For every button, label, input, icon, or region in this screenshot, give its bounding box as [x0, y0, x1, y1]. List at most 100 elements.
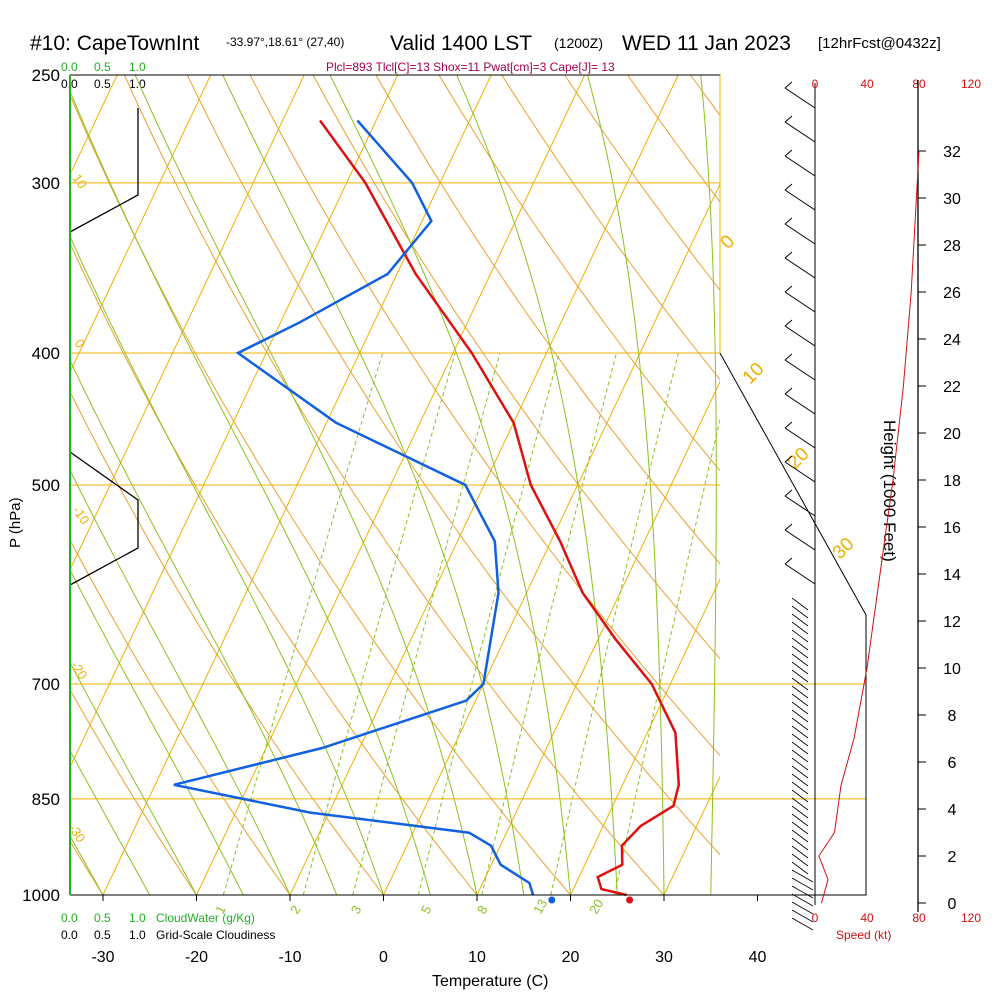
height-tick-label: 14 [943, 567, 961, 584]
cloudiness-tick: 0.5 [94, 77, 111, 91]
wind-barb [784, 189, 816, 211]
mixing-ratio-label: 3 [348, 903, 365, 917]
mixing-ratio-line [417, 352, 560, 895]
wind-barb [791, 749, 809, 763]
temperature-tick-label: 30 [655, 949, 673, 966]
cloudiness-outline [69, 108, 139, 233]
moist-adiabat-line [329, 75, 571, 895]
temperature-profile [318, 119, 681, 897]
wind-barb [791, 653, 809, 667]
dry-adiabat-line [438, 75, 720, 472]
pressure-tick-label: 1000 [22, 886, 60, 905]
wind-barb [784, 223, 816, 245]
wind-barb [784, 155, 816, 177]
height-tick-label: 32 [943, 144, 961, 161]
wind-barb-flag [784, 183, 793, 191]
speed-tick-label: 0 [812, 911, 819, 925]
wind-barb [791, 797, 809, 811]
dry-adiabat-line [70, 242, 478, 895]
speed-tick-label: 120 [961, 77, 981, 91]
wind-barb-flag [784, 115, 793, 123]
height-tick-label: 16 [943, 520, 961, 537]
height-tick-label: 2 [948, 849, 957, 866]
pressure-tick-label: 400 [32, 344, 60, 363]
cloudwater-tick: 0.5 [94, 60, 111, 74]
moist-adiabat-line [70, 568, 244, 895]
height-tick-label: 26 [943, 285, 961, 302]
wind-barb-flag [784, 217, 793, 225]
wind-barb [791, 677, 809, 691]
cloudiness-tick: 1.0 [129, 77, 146, 91]
moist-adiabat-line [70, 359, 338, 895]
wind-barb-flag [784, 149, 793, 157]
height-tick-label: 22 [943, 379, 961, 396]
cloudwater-tick: 1.0 [129, 911, 146, 925]
isotherm-line [0, 75, 24, 895]
surface-temperature-dot [626, 896, 634, 904]
wind-barb [784, 495, 816, 517]
wind-barb [791, 757, 809, 771]
dry-adiabat-line [70, 688, 197, 895]
wind-barb-flag [784, 421, 793, 429]
height-tick-label: 18 [943, 473, 961, 490]
wind-barb [791, 805, 809, 819]
pressure-tick-label: 300 [32, 174, 60, 193]
dry-adiabat-label: -10 [70, 503, 93, 527]
wind-barb [791, 669, 809, 683]
dry-adiabat-label: -20 [68, 658, 91, 682]
height-tick-label: 4 [948, 802, 957, 819]
wind-barb [784, 427, 816, 449]
moist-adiabat-line [70, 89, 431, 895]
plot-border [70, 74, 867, 896]
height-axis-label: Height (1000 Feet) [880, 420, 899, 562]
wind-barb [791, 709, 809, 723]
wind-barb [791, 693, 809, 707]
moist-adiabat-line [134, 75, 478, 895]
wind-barb [791, 605, 809, 619]
wind-barb [791, 829, 809, 843]
cloudwater-tick: 0.5 [94, 911, 111, 925]
temperature-tick-label: 10 [468, 949, 486, 966]
wind-barb [784, 393, 816, 415]
wind-barb-flag [784, 455, 793, 463]
cloudwater-tick: 1.0 [129, 60, 146, 74]
height-tick-label: 10 [943, 661, 961, 678]
wind-barb [791, 629, 809, 643]
temperature-tick-label: -20 [185, 949, 208, 966]
dry-adiabat-line [753, 75, 1000, 895]
mixing-ratio-line [481, 352, 617, 895]
wind-barb [791, 645, 809, 659]
moist-adiabat-line [587, 75, 665, 895]
cloudwater-tick: 0.0 [61, 60, 78, 74]
wind-barb-flag [784, 523, 793, 531]
wind-barb [784, 291, 816, 313]
moist-adiabat-line [70, 661, 197, 895]
forecast-date: WED 11 Jan 2023 [622, 32, 791, 55]
cloudiness-outline [69, 451, 139, 586]
y-axis-label: P (hPa) [7, 497, 24, 548]
mixing-ratio-line [352, 352, 501, 895]
dry-adiabat-line [70, 538, 291, 895]
wind-barb-flag [784, 319, 793, 327]
utc-time: (1200Z) [554, 35, 603, 51]
wind-barb [784, 325, 816, 347]
height-tick-label: 30 [943, 191, 961, 208]
pressure-tick-label: 250 [32, 66, 60, 85]
wind-barb [791, 901, 814, 915]
dry-adiabat-line [70, 93, 571, 895]
height-tick-label: 20 [943, 426, 961, 443]
dewpoint-profile [173, 119, 535, 896]
wind-barb-flag [784, 353, 793, 361]
dry-adiabat-line [816, 75, 1000, 895]
speed-tick-label: 40 [860, 911, 874, 925]
moist-adiabat-line [456, 75, 618, 895]
pressure-tick-label: 700 [32, 675, 60, 694]
wind-barb [784, 257, 816, 279]
indices-line: Plcl=893 Tlcl[C]=13 Shox=11 Pwat[cm]=3 C… [326, 60, 615, 74]
cloud-scale-bottom: 0.0 0.5 1.0 CloudWater (g/Kg) 0.0 0.5 1.… [61, 911, 275, 942]
wind-barb-flag [784, 557, 793, 565]
mixing-ratio-label: 20 [586, 896, 606, 916]
